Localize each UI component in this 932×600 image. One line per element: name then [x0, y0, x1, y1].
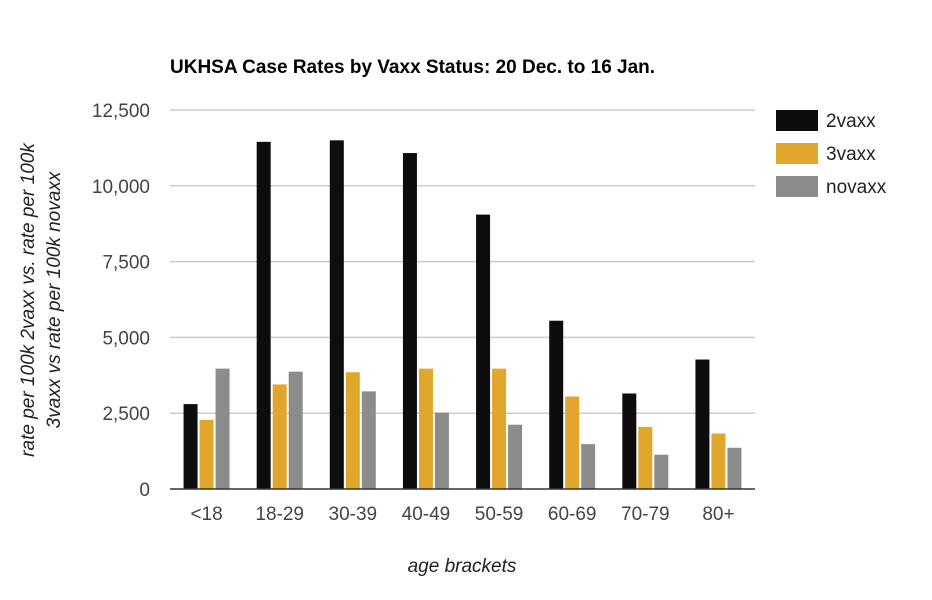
x-axis-title: age brackets: [408, 556, 517, 577]
y-tick-label: 0: [139, 480, 150, 501]
bar-2vaxx-18-29: [256, 141, 271, 489]
x-tick-label: 70-79: [621, 504, 670, 525]
bar-3vaxx-80+: [711, 433, 726, 489]
bar-novaxx-70-79: [654, 454, 669, 489]
bar-novaxx-18-29: [288, 371, 303, 489]
legend-swatch-3vaxx: [776, 143, 818, 164]
x-tick-label: 40-49: [402, 504, 451, 525]
bar-2vaxx-40-49: [402, 153, 417, 490]
bar-novaxx-60-69: [581, 444, 596, 489]
legend-swatch-2vaxx: [776, 110, 818, 131]
x-tick-label: 50-59: [475, 504, 524, 525]
y-axis-title: rate per 100k 2vaxx vs. rate per 100k 3v…: [18, 142, 65, 457]
bar-2vaxx-50-59: [476, 214, 491, 489]
y-axis-title-line-1: rate per 100k 2vaxx vs. rate per 100k: [18, 142, 39, 457]
bar-novaxx-<18: [215, 368, 230, 489]
x-tick-label: <18: [190, 504, 222, 525]
y-tick-label: 7,500: [102, 253, 150, 274]
bar-novaxx-30-39: [361, 391, 376, 489]
bar-3vaxx-30-39: [345, 372, 360, 489]
x-tick-label: 18-29: [255, 504, 304, 525]
legend: 2vaxx 3vaxx novaxx: [776, 110, 887, 198]
bar-novaxx-40-49: [434, 412, 449, 489]
legend-label: 3vaxx: [826, 144, 876, 165]
x-tick-label: 80+: [702, 504, 734, 525]
bars: [183, 140, 742, 490]
x-tick-label: 30-39: [329, 504, 378, 525]
bar-3vaxx-40-49: [418, 368, 433, 489]
y-axis-title-line-2: 3vaxx vs rate per 100k novaxx: [44, 170, 65, 428]
y-tick-label: 12,500: [92, 101, 150, 122]
legend-swatch-novaxx: [776, 176, 818, 197]
y-tick-label: 5,000: [102, 328, 150, 349]
y-tick-label: 10,000: [92, 177, 150, 198]
x-axis-ticks: <18 18-29 30-39 40-49 50-59 60-69 70-79 80+: [190, 504, 734, 525]
bar-2vaxx-<18: [183, 404, 198, 489]
bar-novaxx-50-59: [508, 424, 523, 489]
legend-label: novaxx: [826, 177, 887, 198]
bar-2vaxx-80+: [695, 359, 710, 489]
chart-title: UKHSA Case Rates by Vaxx Status: 20 Dec.…: [170, 57, 655, 78]
bar-3vaxx-<18: [199, 419, 214, 489]
x-tick-label: 60-69: [548, 504, 597, 525]
bar-3vaxx-18-29: [272, 384, 287, 489]
bar-novaxx-80+: [727, 447, 742, 489]
bar-3vaxx-50-59: [492, 368, 507, 489]
bar-2vaxx-30-39: [329, 140, 344, 489]
bar-3vaxx-70-79: [638, 426, 653, 489]
legend-label: 2vaxx: [826, 111, 876, 132]
y-tick-label: 2,500: [102, 404, 150, 425]
y-axis-ticks: 0 2,500 5,000 7,500 10,000 12,500: [92, 101, 150, 501]
bar-3vaxx-60-69: [565, 396, 580, 489]
bar-2vaxx-60-69: [549, 320, 564, 489]
bar-2vaxx-70-79: [622, 393, 637, 489]
